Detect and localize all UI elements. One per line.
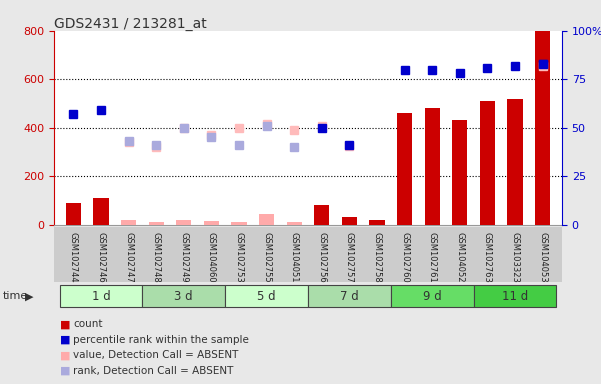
Text: GSM104053: GSM104053 [538, 232, 547, 283]
Text: GSM102761: GSM102761 [428, 232, 437, 283]
Text: GSM102763: GSM102763 [483, 232, 492, 283]
Bar [121, 220, 136, 225]
Bar [342, 217, 357, 225]
Text: ▶: ▶ [25, 291, 34, 301]
Text: GSM102753: GSM102753 [234, 232, 243, 283]
Text: 1 d: 1 d [91, 290, 111, 303]
Bar [287, 222, 302, 225]
Text: GSM102749: GSM102749 [179, 232, 188, 283]
Text: GSM104060: GSM104060 [207, 232, 216, 283]
Text: GSM104052: GSM104052 [456, 232, 465, 283]
Bar [397, 113, 412, 225]
Bar [452, 121, 468, 225]
Text: ■: ■ [60, 335, 70, 345]
Bar [480, 101, 495, 225]
Text: time: time [3, 291, 28, 301]
Bar [535, 31, 550, 225]
Text: rank, Detection Call = ABSENT: rank, Detection Call = ABSENT [73, 366, 234, 376]
Text: ■: ■ [60, 366, 70, 376]
Bar [142, 285, 225, 307]
Text: GSM104051: GSM104051 [290, 232, 299, 283]
Text: GDS2431 / 213281_at: GDS2431 / 213281_at [54, 17, 207, 31]
Text: percentile rank within the sample: percentile rank within the sample [73, 335, 249, 345]
Bar [148, 222, 164, 225]
Text: 7 d: 7 d [340, 290, 359, 303]
Text: GSM102760: GSM102760 [400, 232, 409, 283]
Text: GSM102747: GSM102747 [124, 232, 133, 283]
Bar [59, 285, 142, 307]
Bar [370, 220, 385, 225]
Text: 5 d: 5 d [257, 290, 276, 303]
Bar [259, 214, 274, 225]
Text: count: count [73, 319, 103, 329]
Text: ■: ■ [60, 319, 70, 329]
Bar [314, 205, 329, 225]
Bar [93, 198, 109, 225]
Bar [308, 285, 391, 307]
Text: GSM102755: GSM102755 [262, 232, 271, 283]
Bar [425, 108, 440, 225]
Bar [176, 220, 191, 225]
Text: GSM102756: GSM102756 [317, 232, 326, 283]
Text: GSM102758: GSM102758 [373, 232, 382, 283]
Bar [231, 222, 246, 225]
Text: 9 d: 9 d [423, 290, 442, 303]
Text: 3 d: 3 d [174, 290, 193, 303]
Text: 11 d: 11 d [502, 290, 528, 303]
Bar [474, 285, 557, 307]
Text: GSM102748: GSM102748 [151, 232, 160, 283]
Bar [391, 285, 474, 307]
Text: GSM102757: GSM102757 [345, 232, 354, 283]
Bar [66, 203, 81, 225]
Bar [204, 221, 219, 225]
Text: GSM102746: GSM102746 [97, 232, 106, 283]
Bar [507, 99, 523, 225]
Bar [225, 285, 308, 307]
Text: GSM103323: GSM103323 [510, 232, 519, 283]
Text: value, Detection Call = ABSENT: value, Detection Call = ABSENT [73, 350, 239, 360]
Text: GSM102744: GSM102744 [69, 232, 78, 283]
Text: ■: ■ [60, 350, 70, 360]
